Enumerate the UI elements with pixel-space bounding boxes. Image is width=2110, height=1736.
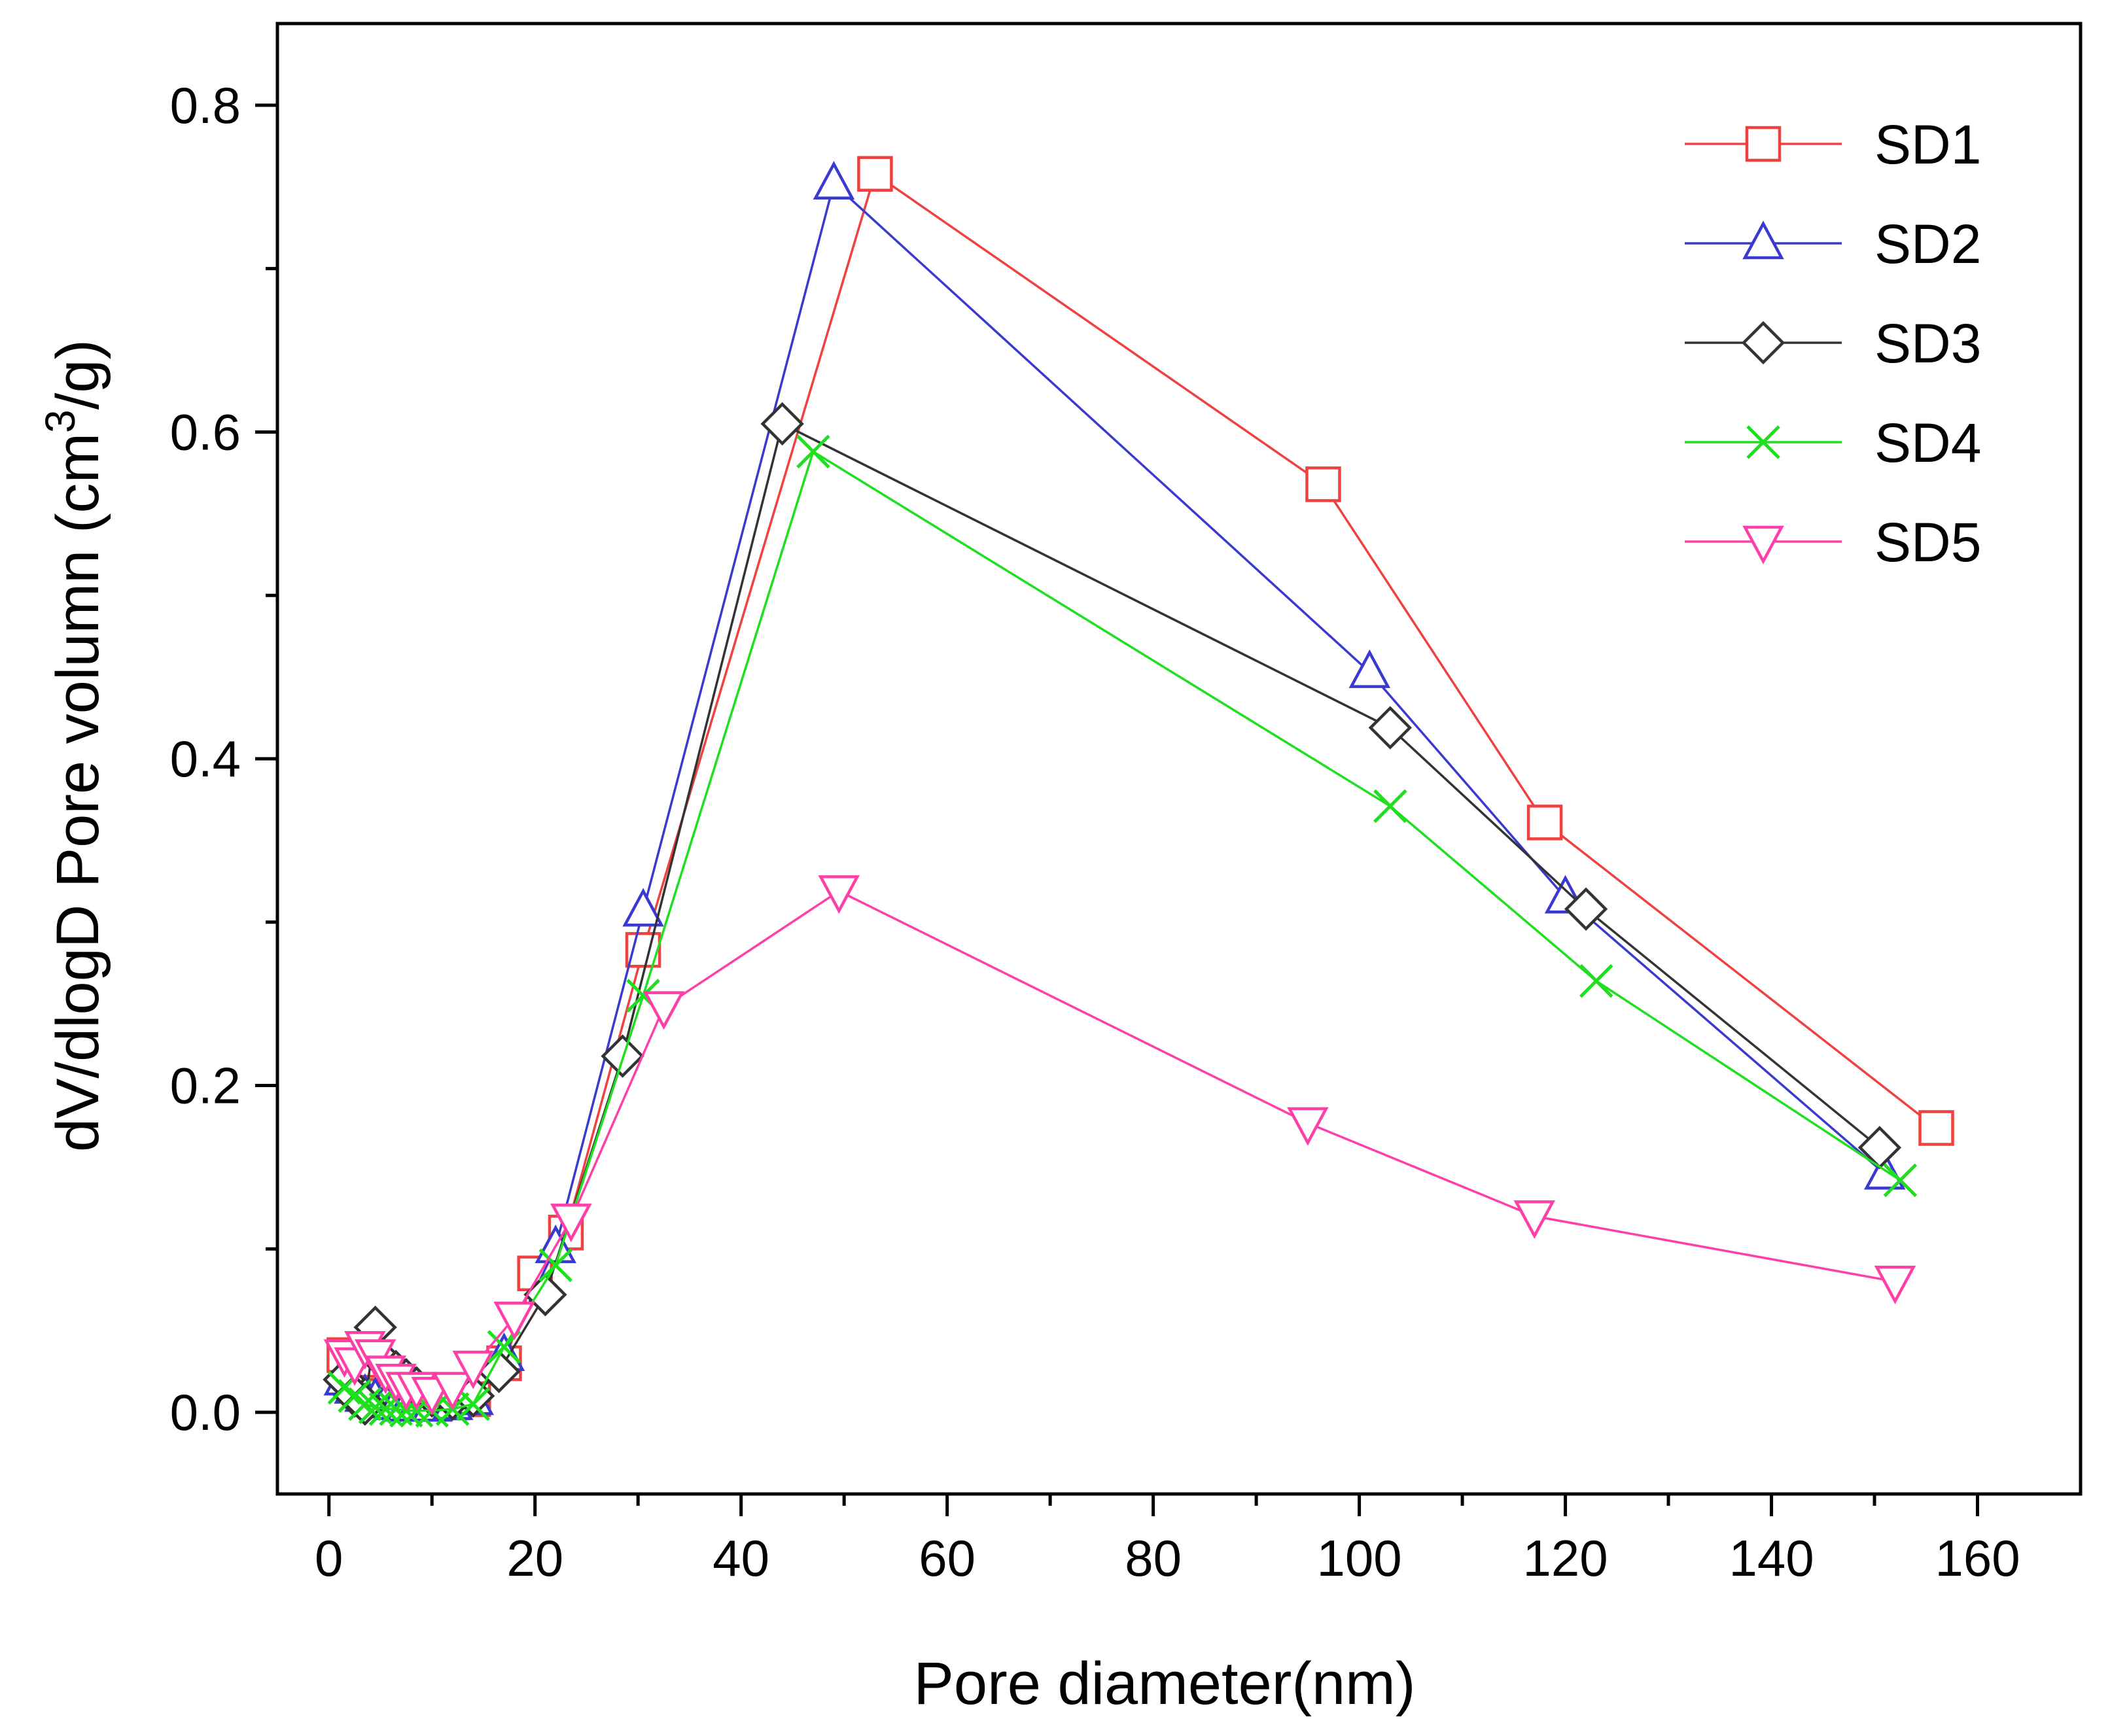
data-point-sd5 <box>1287 1107 1329 1146</box>
legend-marker-sd1 <box>1745 126 1782 162</box>
legend-item-sd2: SD2 <box>1685 213 1981 275</box>
x-tick-label: 60 <box>919 1529 976 1587</box>
legend-item-sd4: SD4 <box>1685 412 1981 474</box>
x-tick-label: 80 <box>1125 1529 1182 1587</box>
data-point-sd5 <box>550 1204 592 1243</box>
data-point-sd2 <box>813 161 855 200</box>
data-point-sd4 <box>538 1248 572 1283</box>
legend-label-sd1: SD1 <box>1874 114 1981 175</box>
data-point-sd3 <box>1564 887 1608 931</box>
data-point-sd5 <box>818 875 860 914</box>
x-tick-label: 160 <box>1935 1529 2020 1587</box>
y-axis-title-superscript: 3 <box>37 409 84 433</box>
data-point-sd4 <box>796 434 830 469</box>
legend-item-sd5: SD5 <box>1685 512 1981 573</box>
x-tick-label: 100 <box>1317 1529 1402 1587</box>
x-tick-label: 20 <box>506 1529 563 1587</box>
data-point-sd5 <box>1874 1266 1916 1305</box>
legend-label-sd2: SD2 <box>1874 213 1981 275</box>
y-tick-label: 0.8 <box>170 77 241 134</box>
data-point-sd2 <box>622 888 664 927</box>
data-point-sd4 <box>348 1387 382 1421</box>
legend-marker-sd5 <box>1742 525 1784 564</box>
data-point-sd2 <box>1348 649 1391 688</box>
legend-marker-sd4 <box>1746 425 1780 459</box>
data-series <box>323 156 1954 1428</box>
y-tick-label: 0.4 <box>170 730 241 788</box>
data-point-sd5 <box>642 991 685 1030</box>
data-point-sd5 <box>452 1350 494 1389</box>
axis-ticks <box>255 103 1980 1516</box>
legend-item-sd1: SD1 <box>1685 114 1981 175</box>
data-point-sd5 <box>431 1372 474 1411</box>
legend-label-sd3: SD3 <box>1874 313 1981 374</box>
data-point-sd4 <box>1883 1163 1918 1198</box>
y-tick-label: 0.6 <box>170 403 241 460</box>
data-point-sd1 <box>857 156 893 192</box>
data-point-sd4 <box>456 1387 490 1421</box>
legend-label-sd4: SD4 <box>1874 412 1981 474</box>
data-point-sd5 <box>1513 1200 1556 1240</box>
y-axis-title-tail: /g) <box>44 339 111 409</box>
legend-label-sd5: SD5 <box>1874 512 1981 573</box>
y-tick-label: 0.2 <box>170 1057 241 1115</box>
data-point-sd1 <box>1305 466 1341 502</box>
series-sd5 <box>323 875 1916 1415</box>
data-point-sd5 <box>493 1301 535 1340</box>
tick-labels: 0 20 40 60 80 100 120 140 160 0.0 0.2 0.4 0.6 0.8 <box>170 77 2020 1587</box>
data-point-sd4 <box>1579 963 1613 998</box>
data-point-sd4 <box>1373 789 1407 824</box>
data-point-sd3 <box>1368 706 1413 750</box>
data-point-sd3 <box>760 402 804 446</box>
y-axis-title-main: dV/dlogD Pore volumn (cm <box>44 433 111 1152</box>
data-point-sd1 <box>1526 805 1563 841</box>
x-axis-title: Pore diameter(nm) <box>914 1650 1416 1717</box>
y-axis-title: dV/dlogD Pore volumn (cm3/g) <box>37 339 111 1152</box>
x-tick-label: 0 <box>315 1529 343 1587</box>
y-tick-label: 0.0 <box>170 1383 241 1441</box>
legend-marker-sd3 <box>1741 321 1785 365</box>
legend-marker-sd2 <box>1742 220 1784 260</box>
x-tick-label: 40 <box>712 1529 769 1587</box>
legend-item-sd3: SD3 <box>1685 313 1981 374</box>
x-tick-label: 120 <box>1523 1529 1608 1587</box>
data-point-sd1 <box>1918 1110 1954 1146</box>
x-tick-label: 140 <box>1729 1529 1814 1587</box>
legend: SD1 SD2 SD3 SD4 SD5 <box>1685 114 1981 573</box>
